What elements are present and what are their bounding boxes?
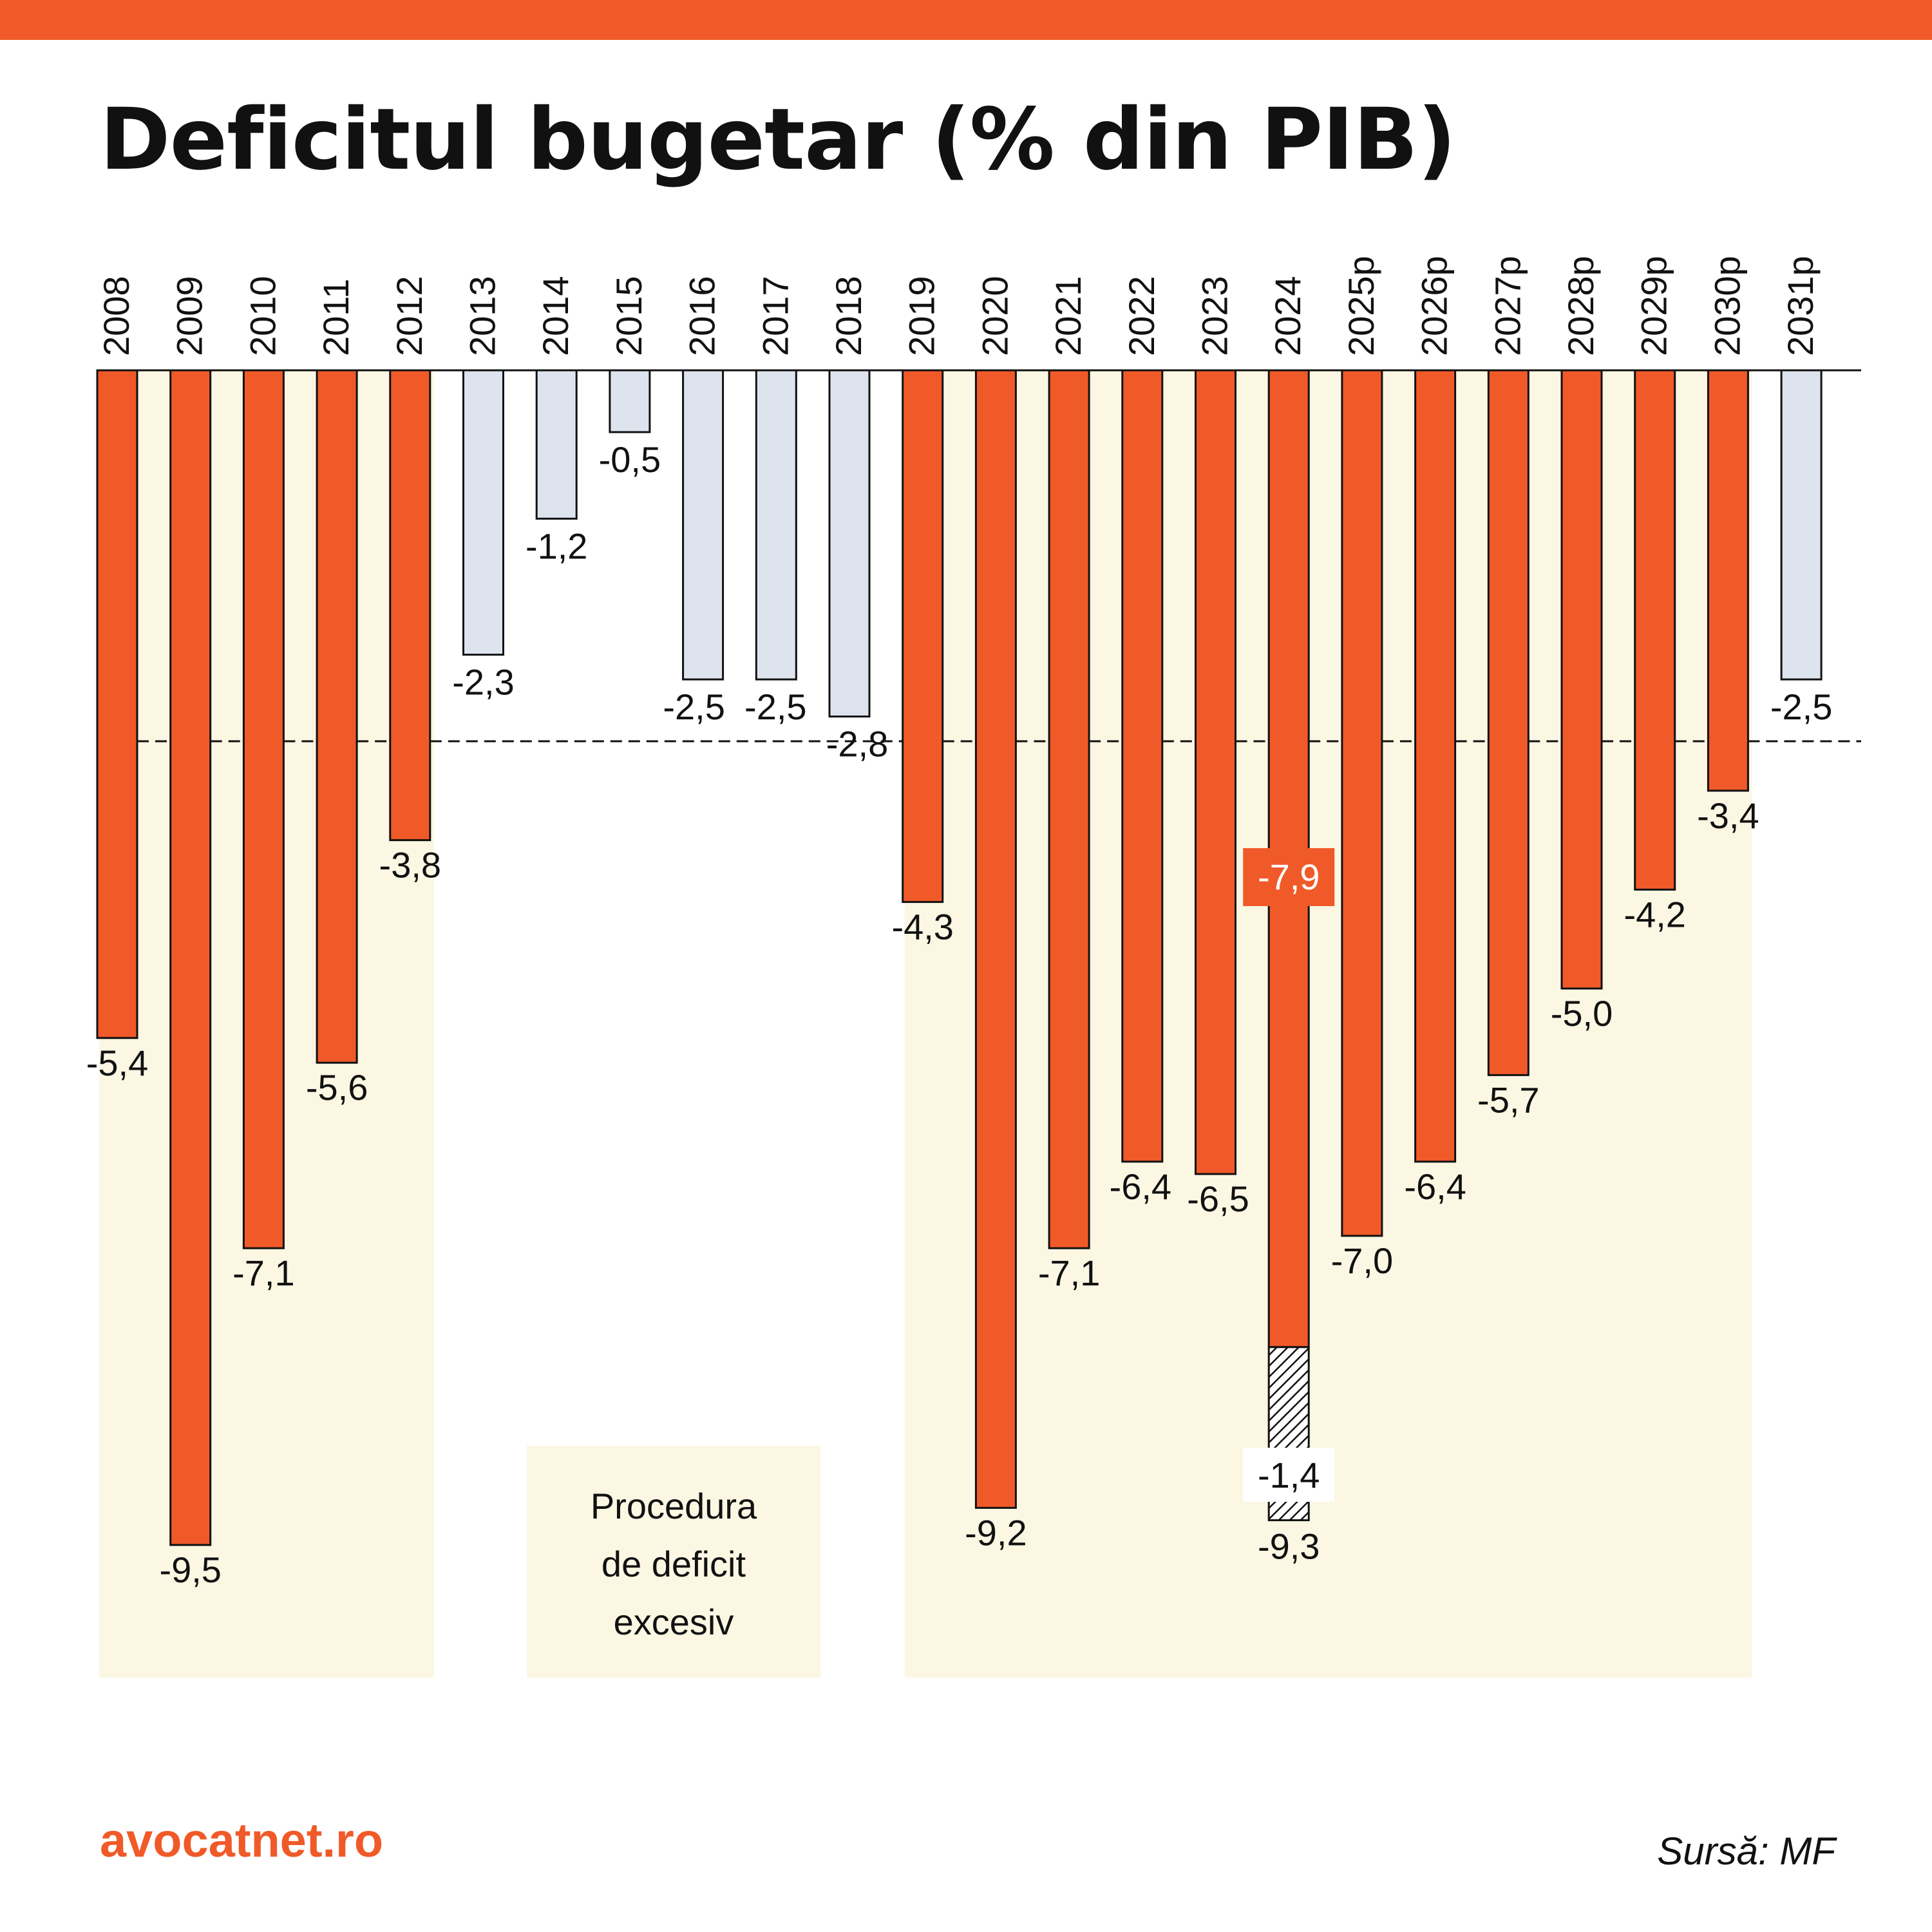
category-label-2012: 2012 [389,276,430,356]
source-note: Sursă: MF [1657,1830,1835,1873]
bar-2015 [609,369,651,433]
bar-2023 [1195,369,1236,1175]
value-label-2009: -9,5 [159,1549,222,1590]
bar-2026p [1414,369,1457,1163]
value-label-bg-2024-hatched [1243,1448,1335,1502]
category-label-2016: 2016 [682,276,723,356]
value-label-2026p: -6,4 [1404,1166,1466,1207]
legend-label-line-2: de deficit [601,1544,746,1584]
bar-2013 [462,369,504,656]
category-label-2015: 2015 [609,276,649,356]
bar-2022 [1121,369,1164,1163]
bar-2029p [1634,369,1676,891]
bar-2027p [1487,369,1530,1076]
value-label-2018: -2,8 [826,724,889,764]
category-label-2029p: 2029p [1634,256,1674,356]
value-label-2020: -9,2 [965,1512,1027,1553]
category-label-2019: 2019 [902,276,942,356]
value-label-2013: -2,3 [452,662,515,703]
bar-2008 [96,369,138,1039]
bar-2011 [316,369,358,1064]
category-label-2013: 2013 [462,276,503,356]
value-label-2028p: -5,0 [1551,993,1613,1034]
value-label-bg-2024-solid [1243,848,1335,906]
category-label-2021: 2021 [1048,276,1088,356]
value-label-2011: -5,6 [306,1067,368,1108]
bar-2020 [974,369,1017,1509]
category-label-2025p: 2025p [1341,256,1381,356]
category-label-2014: 2014 [535,276,576,356]
bar-2016 [682,369,724,681]
value-label-2008: -5,4 [86,1043,149,1083]
value-label-2024-total: -9,3 [1258,1526,1320,1567]
bar-2019 [902,369,944,904]
value-label-2016: -2,5 [663,687,725,727]
bar-2028p [1560,369,1603,990]
category-label-2018: 2018 [828,276,869,356]
category-label-2027p: 2027p [1487,256,1528,356]
legend-swatch [527,1446,820,1678]
category-label-2008: 2008 [96,276,137,356]
category-label-2017: 2017 [755,276,795,356]
category-label-2022: 2022 [1121,276,1162,356]
value-label-2010: -7,1 [232,1253,295,1293]
legend: Procedura de deficit excesiv [527,1446,820,1678]
bar-2025p [1341,369,1383,1237]
bar-2031p [1780,369,1823,681]
category-label-2030p: 2030p [1707,256,1747,356]
value-label-2022: -6,4 [1110,1166,1172,1207]
top-accent-bar [0,0,1932,40]
value-label-2015: -0,5 [599,439,661,480]
value-label-2029p: -4,2 [1624,894,1686,934]
legend-label-line-3: excesiv [614,1602,734,1642]
category-label-2023: 2023 [1195,276,1235,356]
value-label-2024-hatched: -1,4 [1258,1455,1320,1495]
value-label-2024-solid: -7,9 [1258,857,1320,897]
legend-label-line-1: Procedura [591,1486,757,1526]
value-label-2021: -7,1 [1038,1253,1101,1293]
value-label-2019: -4,3 [891,907,954,947]
legend-label: Procedura de deficit excesiv [591,1486,757,1642]
bar-2017 [755,369,797,681]
category-label-2020: 2020 [974,276,1015,356]
category-label-2024: 2024 [1267,276,1308,356]
bar-2012 [389,369,431,842]
value-label-2014: -1,2 [526,526,588,566]
category-label-2026p: 2026p [1414,256,1455,356]
bar-2021 [1048,369,1090,1249]
bar-2030p [1707,369,1749,792]
value-label-2031p: -2,5 [1770,687,1833,727]
chart-title: Deficitul bugetar (% din PIB) [100,90,1456,189]
bar-2018 [828,369,871,718]
category-label-2028p: 2028p [1560,256,1601,356]
bar-2009 [169,369,212,1546]
bar-2010 [242,369,285,1249]
category-label-2011: 2011 [316,279,356,356]
brand-logo-text[interactable]: avocatnet.ro [100,1814,384,1867]
bar-2014 [535,369,578,520]
value-label-2027p: -5,7 [1477,1079,1540,1120]
value-label-2030p: -3,4 [1697,795,1759,836]
category-label-2031p: 2031p [1780,256,1821,356]
labels-layer: 2008 2009 2010 2011 2012 2013 2014 2015 2016 2017… [86,256,1833,1590]
reference-line-layer [100,369,1861,743]
value-label-2012: -3,8 [379,845,442,886]
value-label-2025p: -7,0 [1331,1240,1394,1281]
category-label-2009: 2009 [169,276,210,356]
value-label-2017: -2,5 [744,687,807,727]
category-label-2010: 2010 [242,276,283,356]
value-label-2023: -6,5 [1187,1179,1249,1219]
bars-layer [96,369,1823,1546]
